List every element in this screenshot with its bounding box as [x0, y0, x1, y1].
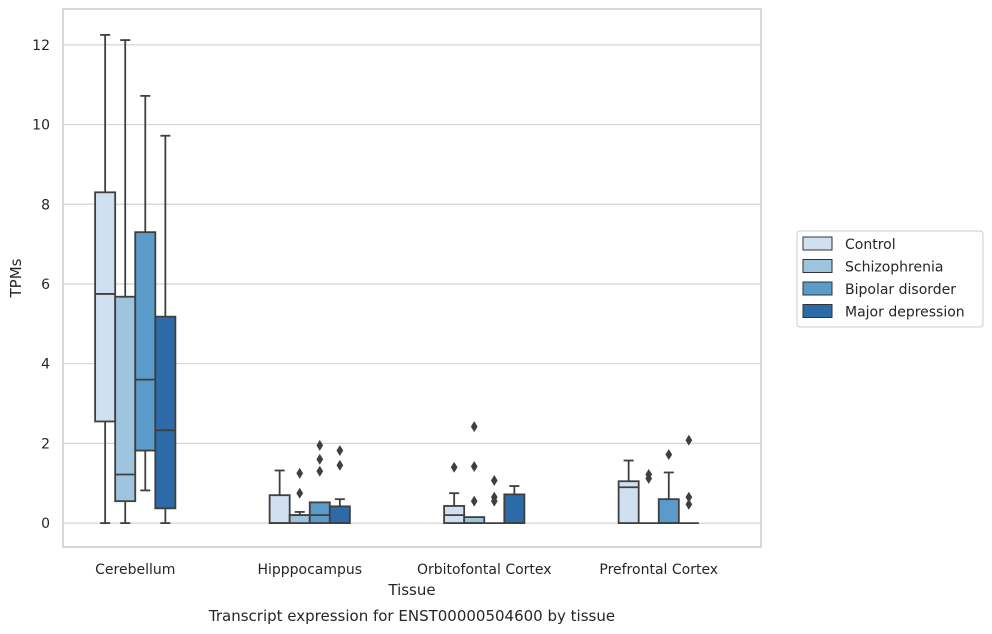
- outlier-marker: [685, 434, 693, 446]
- y-tick-label: 2: [41, 436, 50, 452]
- box-group: [463, 421, 486, 524]
- legend-swatch: [802, 259, 833, 273]
- box-group: [114, 39, 137, 524]
- box: [268, 494, 291, 524]
- outlier-marker: [470, 421, 478, 433]
- box-group: [484, 474, 505, 524]
- legend-swatch: [802, 281, 833, 296]
- y-tick-label: 8: [41, 197, 50, 213]
- legend-label: Schizophrenia: [845, 260, 943, 276]
- outlier-marker: [685, 498, 693, 510]
- y-tick-label: 12: [32, 38, 50, 54]
- y-tick-labels: 0 2 4 6 8 10 12: [32, 38, 50, 532]
- box: [94, 191, 117, 423]
- plot-frame: [62, 8, 762, 548]
- y-axis-title: TPMs: [7, 258, 25, 298]
- box-group: [94, 34, 117, 524]
- legend-swatch: [802, 304, 833, 318]
- outlier-marker: [296, 487, 304, 499]
- y-tick-label: 10: [32, 118, 50, 134]
- outlier-marker: [665, 449, 673, 461]
- legend-label: Major depression: [845, 305, 965, 321]
- box: [328, 505, 351, 524]
- x-tick-label: Hipppocampus: [257, 562, 362, 578]
- legend-label: Control: [845, 237, 896, 253]
- outlier-marker: [336, 459, 344, 471]
- legend-swatch: [802, 236, 833, 251]
- legend: Control Schizophrenia Bipolar disorder Majo…: [796, 230, 984, 328]
- box: [308, 501, 331, 524]
- outlier-marker: [450, 461, 458, 473]
- box-group: [638, 469, 659, 524]
- y-tick-label: 0: [41, 516, 50, 532]
- box-group: [154, 134, 177, 524]
- outlier-marker: [470, 495, 478, 507]
- outlier-marker: [336, 445, 344, 457]
- box-group: [134, 94, 157, 492]
- legend-label: Bipolar disorder: [845, 282, 956, 298]
- plot-area: [63, 9, 761, 547]
- box-group: [617, 459, 640, 524]
- outlier-marker: [316, 439, 324, 451]
- x-tick-label: Orbitofontal Cortex: [417, 562, 552, 578]
- outlier-marker: [316, 453, 324, 465]
- box: [617, 480, 640, 524]
- box: [288, 514, 311, 524]
- x-tick-label: Cerebellum: [95, 562, 175, 578]
- outlier-marker: [490, 474, 498, 486]
- box-group: [503, 485, 526, 524]
- box-group: [443, 461, 466, 524]
- box: [154, 315, 177, 510]
- box: [134, 231, 157, 452]
- outlier-marker: [470, 461, 478, 472]
- y-tick-label: 6: [41, 277, 50, 293]
- gridlines: [63, 44, 761, 524]
- box-group: [657, 449, 680, 524]
- outlier-marker: [316, 465, 324, 477]
- box-group: [308, 439, 331, 524]
- box: [114, 295, 137, 503]
- outlier-marker: [296, 467, 304, 479]
- box: [503, 493, 526, 524]
- legend-frame: [796, 230, 984, 328]
- boxes: [94, 34, 699, 524]
- box-group: [328, 445, 351, 524]
- chart-caption: Transcript expression for ENST0000050460…: [208, 607, 615, 625]
- y-tick-label: 4: [41, 357, 50, 373]
- box-group: [678, 434, 699, 524]
- outlier-marker: [490, 491, 498, 503]
- box: [657, 498, 680, 524]
- x-tick-labels: Cerebellum Hipppocampus Orbitofontal Corte…: [95, 562, 718, 578]
- box-group: [268, 469, 291, 524]
- outlier-marker: [685, 491, 693, 503]
- x-axis-title: Tissue: [387, 581, 435, 599]
- outlier-marker: [645, 469, 653, 480]
- x-tick-label: Prefrontal Cortex: [599, 562, 718, 578]
